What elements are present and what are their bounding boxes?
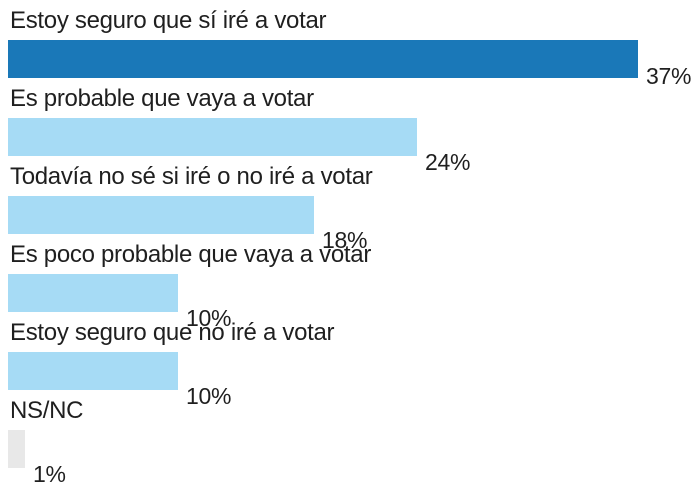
chart-row: Todavía no sé si iré o no iré a votar 18% [0,162,700,253]
bar [8,352,178,390]
value-label: 37% [646,63,692,89]
bar [8,430,25,468]
value-label: 18% [322,227,368,253]
value-label: 10% [186,305,232,331]
value-label: 24% [425,149,471,175]
chart-row: Estoy seguro que sí iré a votar 37% [0,6,700,89]
chart-row: Es probable que vaya a votar 24% [0,84,700,175]
chart-row: Estoy seguro que no iré a votar 10% [0,318,700,409]
chart-row: Es poco probable que vaya a votar 10% [0,240,700,331]
category-label: NS/NC [10,397,84,424]
category-label: Es poco probable que vaya a votar [10,241,372,268]
category-label: Estoy seguro que sí iré a votar [10,7,327,34]
value-label: 1% [33,461,66,487]
category-label: Es probable que vaya a votar [10,85,314,112]
value-label: 10% [186,383,232,409]
bar [8,40,638,78]
category-label: Estoy seguro que no iré a votar [10,319,335,346]
bar [8,274,178,312]
bar [8,196,314,234]
bar-chart: Estoy seguro que sí iré a votar 37% Es pro… [0,6,700,487]
bar [8,118,417,156]
category-label: Todavía no sé si iré o no iré a votar [10,163,373,190]
